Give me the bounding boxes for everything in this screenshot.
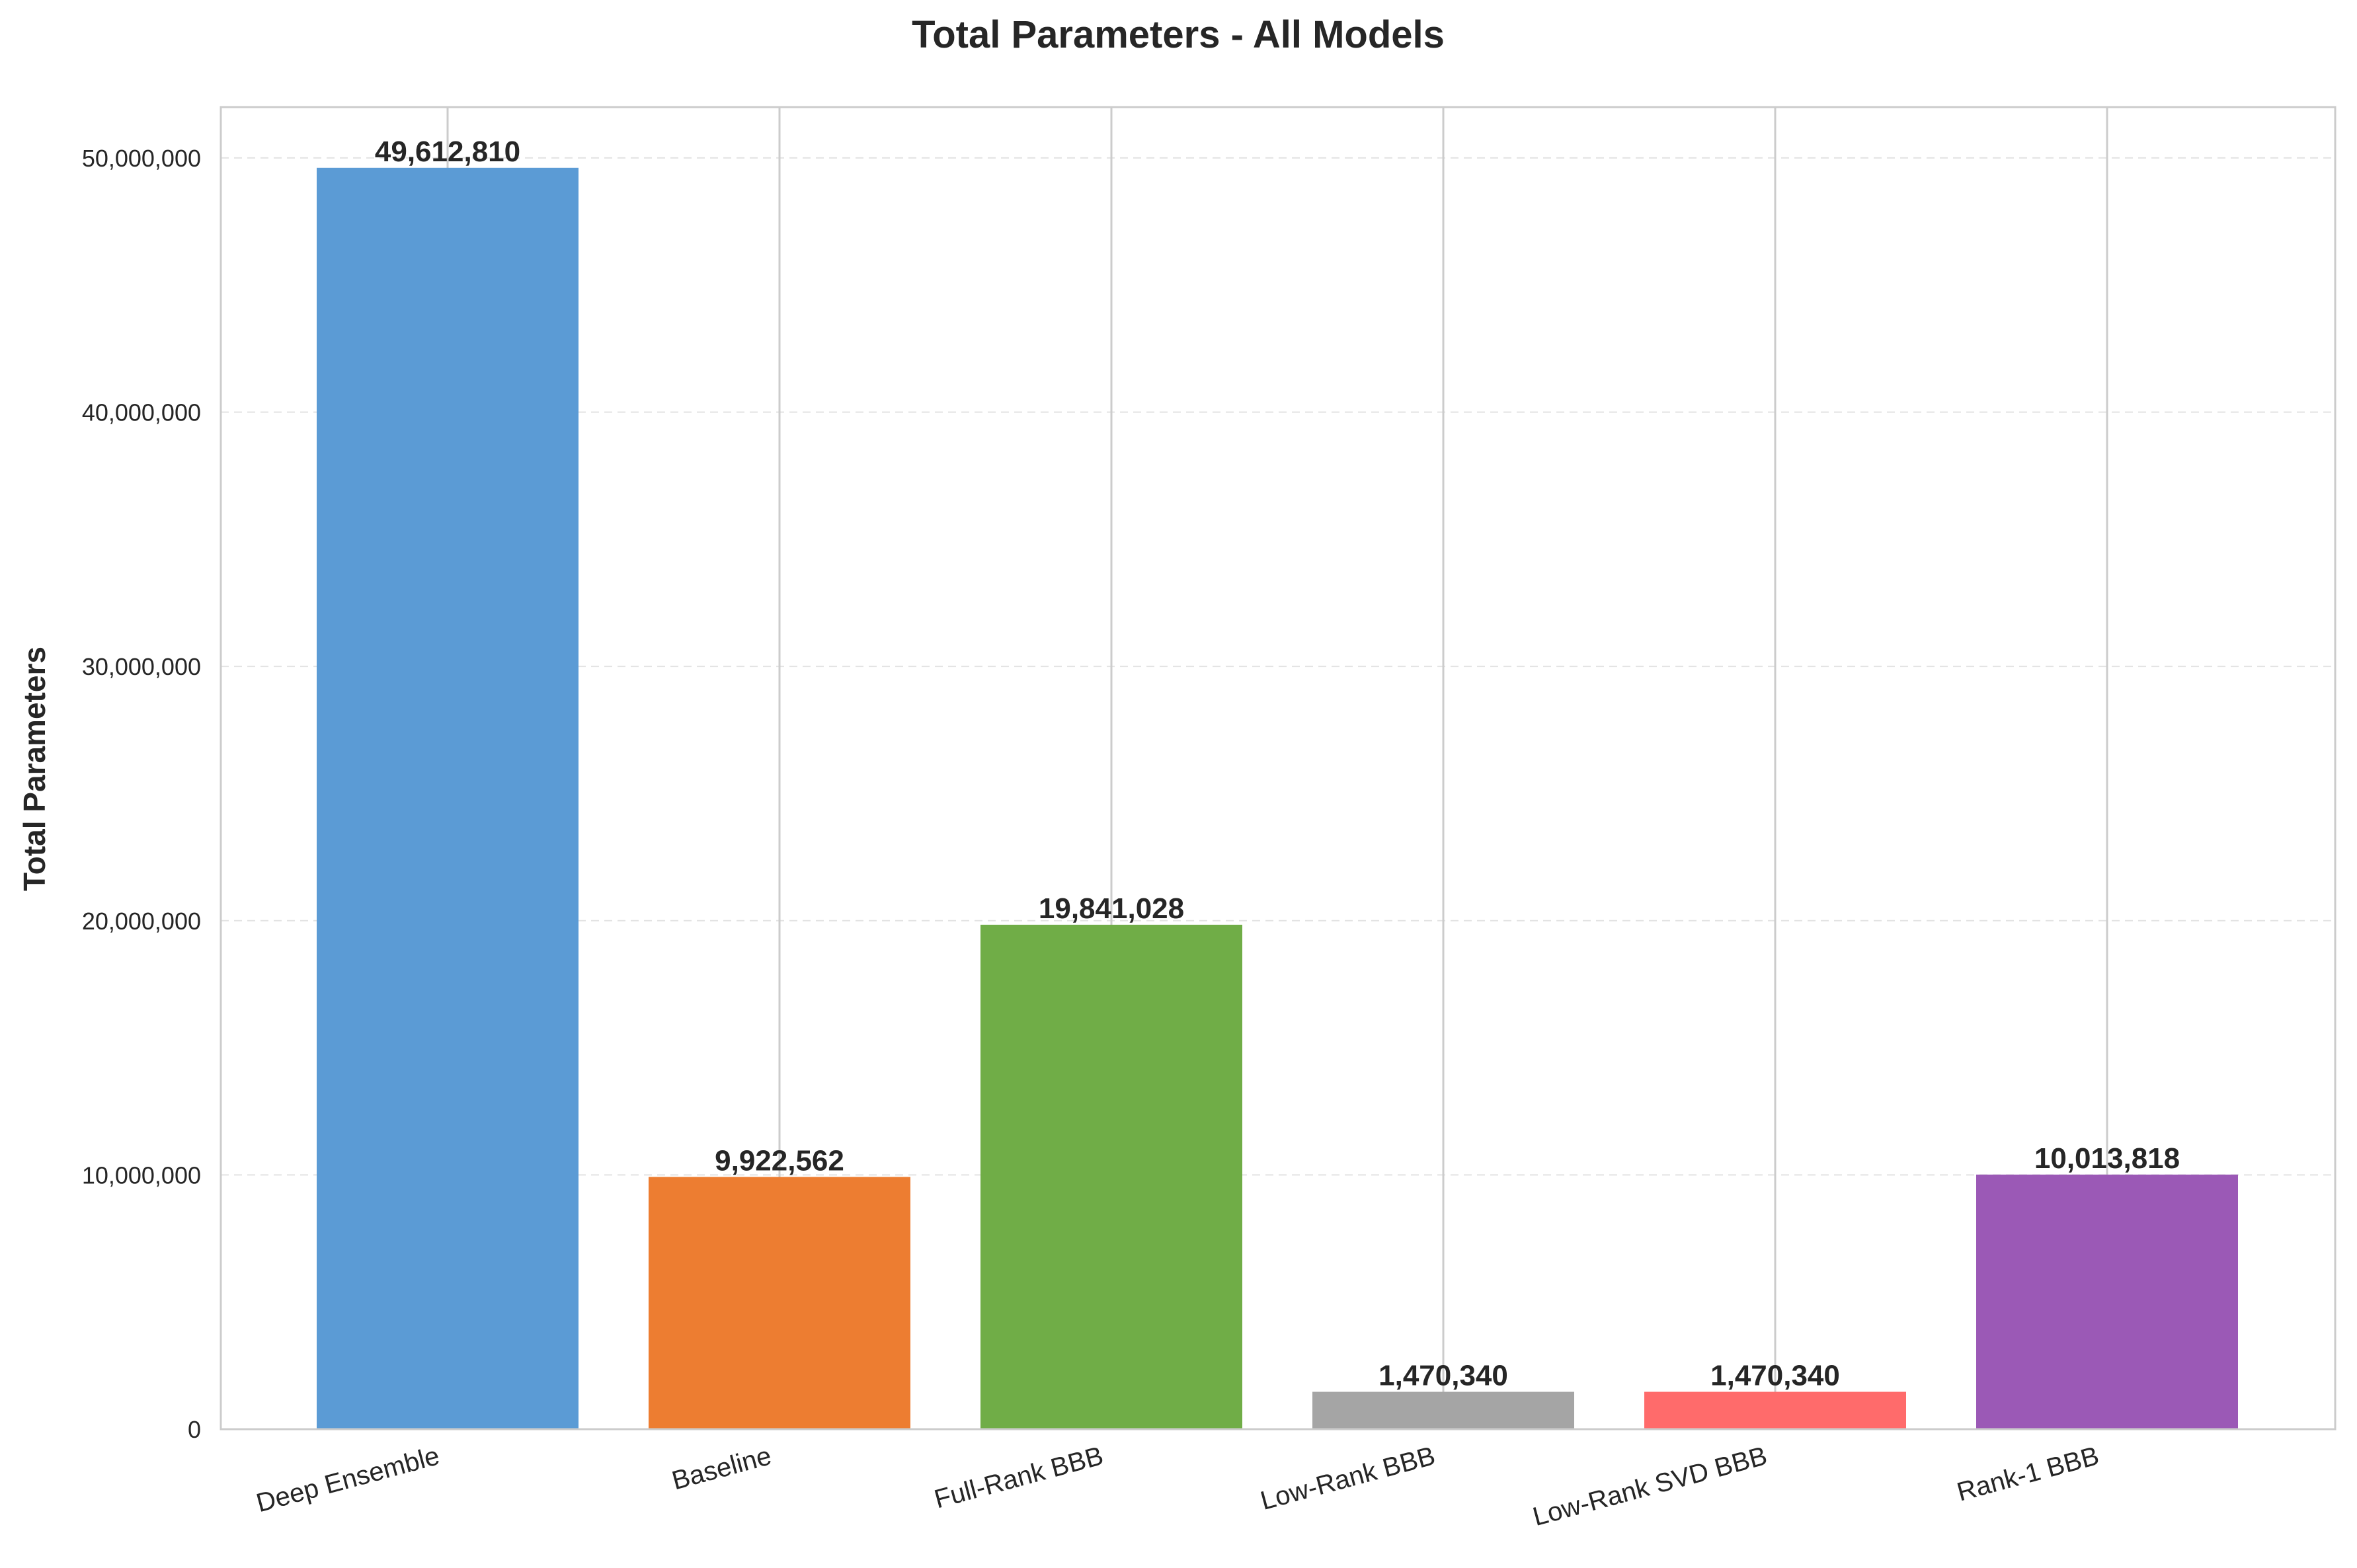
y-tick-label: 0: [188, 1416, 201, 1443]
y-tick-label: 20,000,000: [82, 908, 201, 935]
bar: [649, 1177, 910, 1429]
plot-frame: [220, 106, 2337, 1431]
y-axis-ticks: 0 10,000,000 20,000,000 30,000,000 40,000,00…: [82, 145, 201, 1443]
bar: [317, 167, 579, 1430]
bar: [980, 924, 1242, 1429]
bars: [317, 167, 2238, 1430]
y-tick-label: 10,000,000: [82, 1161, 201, 1189]
y-tick-label: 50,000,000: [82, 145, 201, 172]
bar-value-label: 9,922,562: [715, 1144, 844, 1177]
y-axis-label: Total Parameters: [17, 647, 52, 891]
bar-value-labels: 49,612,810 9,922,562 19,841,028 1,470,340 1,…: [375, 136, 2180, 1392]
bar: [1644, 1392, 1906, 1429]
bar-value-label: 49,612,810: [375, 136, 520, 168]
bar: [1976, 1174, 2238, 1429]
y-tick-label: 40,000,000: [82, 399, 201, 426]
bar-value-label: 1,470,340: [1710, 1359, 1840, 1392]
chart-title: Total Parameters - All Models: [912, 13, 1445, 56]
bar-value-label: 1,470,340: [1378, 1359, 1508, 1392]
bar-value-label: 19,841,028: [1039, 892, 1184, 925]
y-tick-label: 30,000,000: [82, 653, 201, 680]
bar: [1312, 1392, 1574, 1429]
bar-value-label: 10,013,818: [2034, 1142, 2180, 1175]
